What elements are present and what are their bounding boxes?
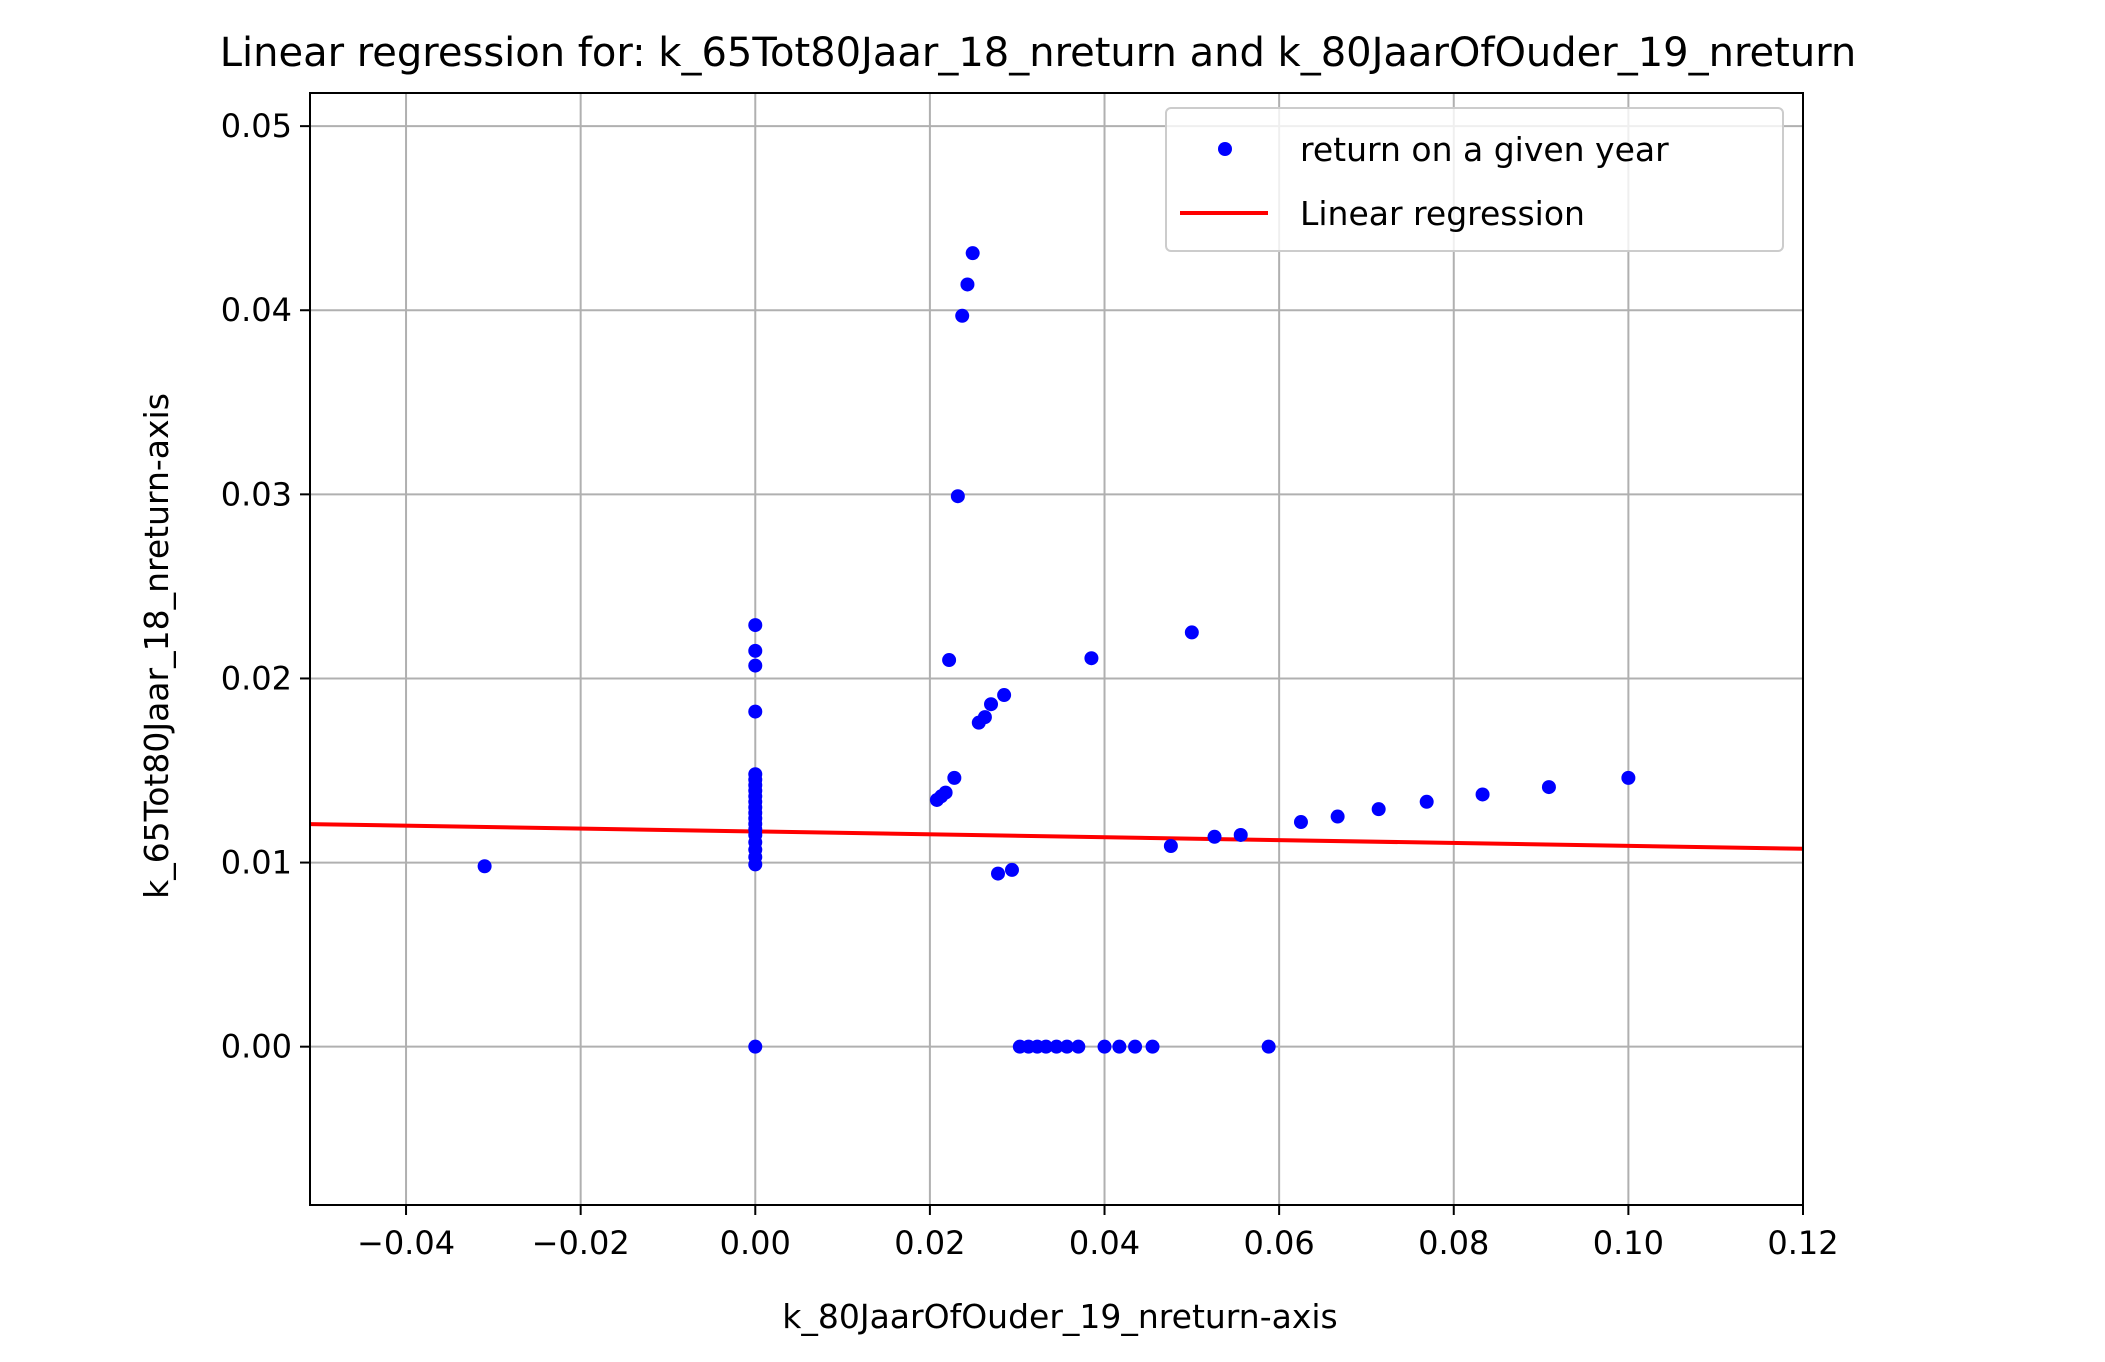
data-point — [1207, 829, 1222, 844]
y-tick-label: 0.05 — [221, 107, 292, 145]
data-point — [942, 653, 957, 668]
data-point — [1419, 794, 1434, 809]
x-tick-label: 0.02 — [894, 1224, 965, 1262]
y-tick-label: 0.03 — [221, 475, 292, 513]
data-point — [938, 785, 953, 800]
data-point — [477, 859, 492, 874]
x-tick-label: 0.08 — [1418, 1224, 1489, 1262]
data-point — [1049, 1039, 1064, 1054]
data-point — [748, 1039, 763, 1054]
y-tick-label: 0.00 — [221, 1028, 292, 1066]
data-point — [1371, 802, 1386, 817]
x-tick-label: −0.02 — [532, 1224, 630, 1262]
data-point — [1059, 1039, 1074, 1054]
data-point — [1184, 625, 1199, 640]
x-tick-label: 0.12 — [1767, 1224, 1838, 1262]
legend: return on a given year Linear regression — [1165, 107, 1784, 252]
points-layer — [477, 246, 1636, 1054]
x-axis-label: k_80JaarOfOuder_19_nreturn-axis — [782, 1297, 1337, 1336]
data-point — [748, 618, 763, 633]
data-point — [1004, 862, 1019, 877]
data-point — [947, 770, 962, 785]
x-tick-label: 0.04 — [1069, 1224, 1140, 1262]
data-point — [1261, 1039, 1276, 1054]
data-point — [997, 688, 1012, 703]
y-tick-label: 0.01 — [221, 844, 292, 882]
data-point — [748, 658, 763, 673]
legend-label-line: Linear regression — [1300, 194, 1585, 233]
x-tick-label: −0.04 — [357, 1224, 455, 1262]
data-point — [984, 697, 999, 712]
x-tick-label: 0.10 — [1593, 1224, 1664, 1262]
data-point — [748, 704, 763, 719]
data-point — [1097, 1039, 1112, 1054]
data-point — [965, 246, 980, 261]
data-point — [960, 277, 975, 292]
data-point — [748, 857, 763, 872]
legend-marker-scatter — [1218, 142, 1232, 156]
grid — [310, 93, 1804, 1205]
data-point — [1330, 809, 1345, 824]
data-point — [1233, 827, 1248, 842]
data-point — [1145, 1039, 1160, 1054]
data-point — [1128, 1039, 1143, 1054]
data-point — [977, 710, 992, 725]
data-point — [1071, 1039, 1086, 1054]
regression-line — [309, 822, 1804, 851]
chart-title: Linear regression for: k_65Tot80Jaar_18_… — [220, 30, 1857, 76]
y-tick-label: 0.04 — [221, 291, 292, 329]
legend-box — [1165, 107, 1784, 252]
data-point — [950, 489, 965, 504]
regression-layer — [309, 822, 1804, 851]
legend-label-scatter: return on a given year — [1300, 130, 1669, 169]
x-tick-label: 0.06 — [1244, 1224, 1315, 1262]
y-axis-label: k_65Tot80Jaar_18_nreturn-axis — [137, 393, 176, 899]
data-point — [1293, 815, 1308, 830]
ticks: −0.04 −0.02 0.00 0.02 0.04 0.06 0.08 0.10 0.12 0.… — [221, 107, 1839, 1262]
data-point — [748, 643, 763, 658]
data-point — [1084, 651, 1099, 666]
data-point — [1475, 787, 1490, 802]
y-tick-label: 0.02 — [221, 659, 292, 697]
data-point — [955, 308, 970, 323]
data-point — [1112, 1039, 1127, 1054]
data-point — [1541, 780, 1556, 795]
data-point — [1039, 1039, 1054, 1054]
axes-frame — [309, 92, 1804, 1206]
data-point — [991, 866, 1006, 881]
x-tick-label: 0.00 — [720, 1224, 791, 1262]
data-point — [1163, 838, 1178, 853]
data-point — [1621, 770, 1636, 785]
